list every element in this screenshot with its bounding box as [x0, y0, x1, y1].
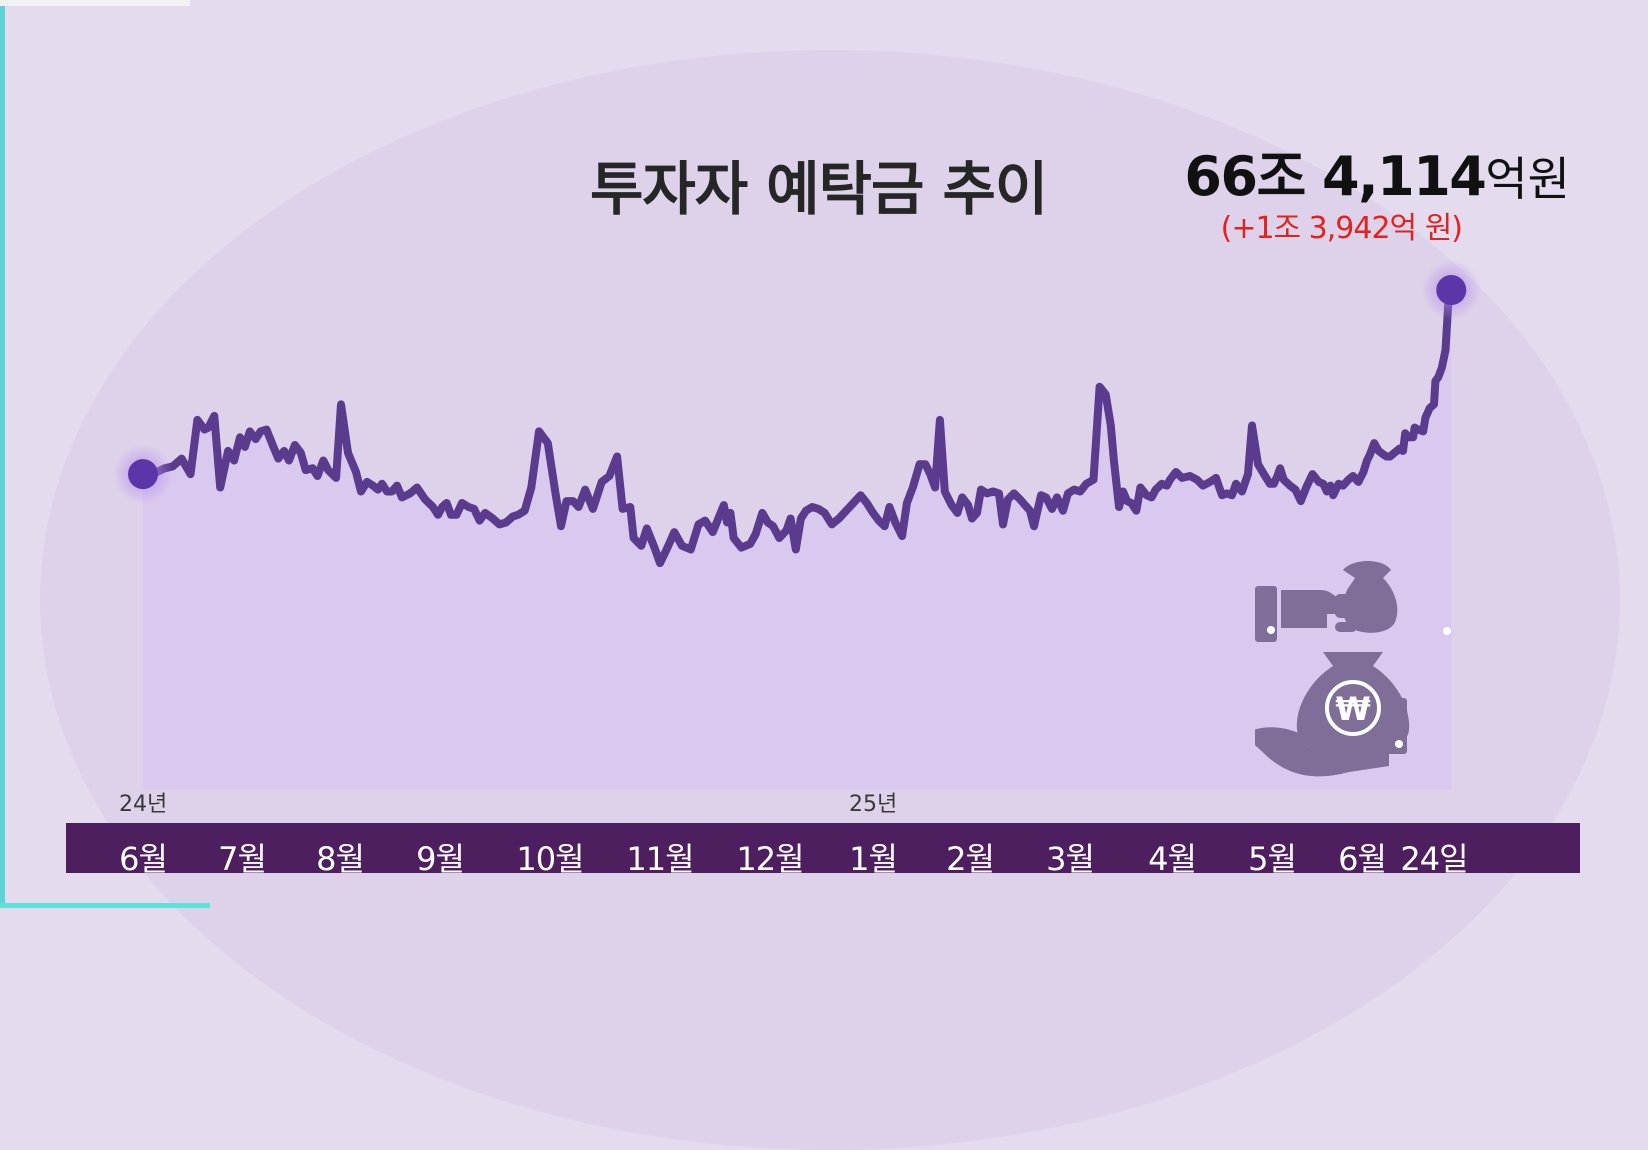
month-axis-band: [66, 823, 1580, 873]
month-tick-label: 4월: [1148, 840, 1197, 878]
month-tick-label: 7월: [218, 840, 267, 878]
line-chart: [113, 260, 1482, 790]
latest-value-unit: 억원: [1485, 152, 1570, 206]
month-tick-label: 11월: [626, 840, 694, 878]
year-label: 25년: [849, 792, 898, 817]
latest-value-amount: 66조 4,114: [1184, 145, 1486, 208]
month-tick-label: 8월: [316, 840, 365, 878]
month-tick-label: 5월: [1248, 840, 1297, 878]
month-tick-label: 10월: [516, 840, 584, 878]
money-bag-exchange-icon: ₩: [1243, 558, 1455, 802]
latest-value-callout: 66조 4,114억원 (+1조 3,942억 원): [1180, 150, 1570, 244]
left-edge-accent: [0, 0, 5, 908]
month-tick-label: 6월: [119, 840, 168, 878]
month-tick-label: 9월: [416, 840, 465, 878]
month-tick-label: 2월: [946, 840, 995, 878]
end-marker: [1421, 260, 1482, 320]
chart-title: 투자자 예탁금 추이: [590, 155, 1048, 223]
month-tick-label: 3월: [1046, 840, 1095, 878]
series-line: [139, 286, 1456, 568]
month-tick-label: 24일: [1400, 840, 1468, 878]
bottom-edge-strip: [0, 903, 210, 908]
series-area-fill: [143, 290, 1452, 790]
month-tick-label: 1월: [849, 840, 898, 878]
start-marker: [113, 444, 173, 505]
month-tick-label: 6월: [1338, 840, 1387, 878]
year-label: 24년: [119, 792, 168, 817]
won-sign: ₩: [1335, 690, 1370, 728]
month-tick-label: 12월: [736, 840, 804, 878]
top-edge-strip: [0, 0, 190, 6]
latest-value-change: (+1조 3,942억 원): [1220, 211, 1463, 246]
